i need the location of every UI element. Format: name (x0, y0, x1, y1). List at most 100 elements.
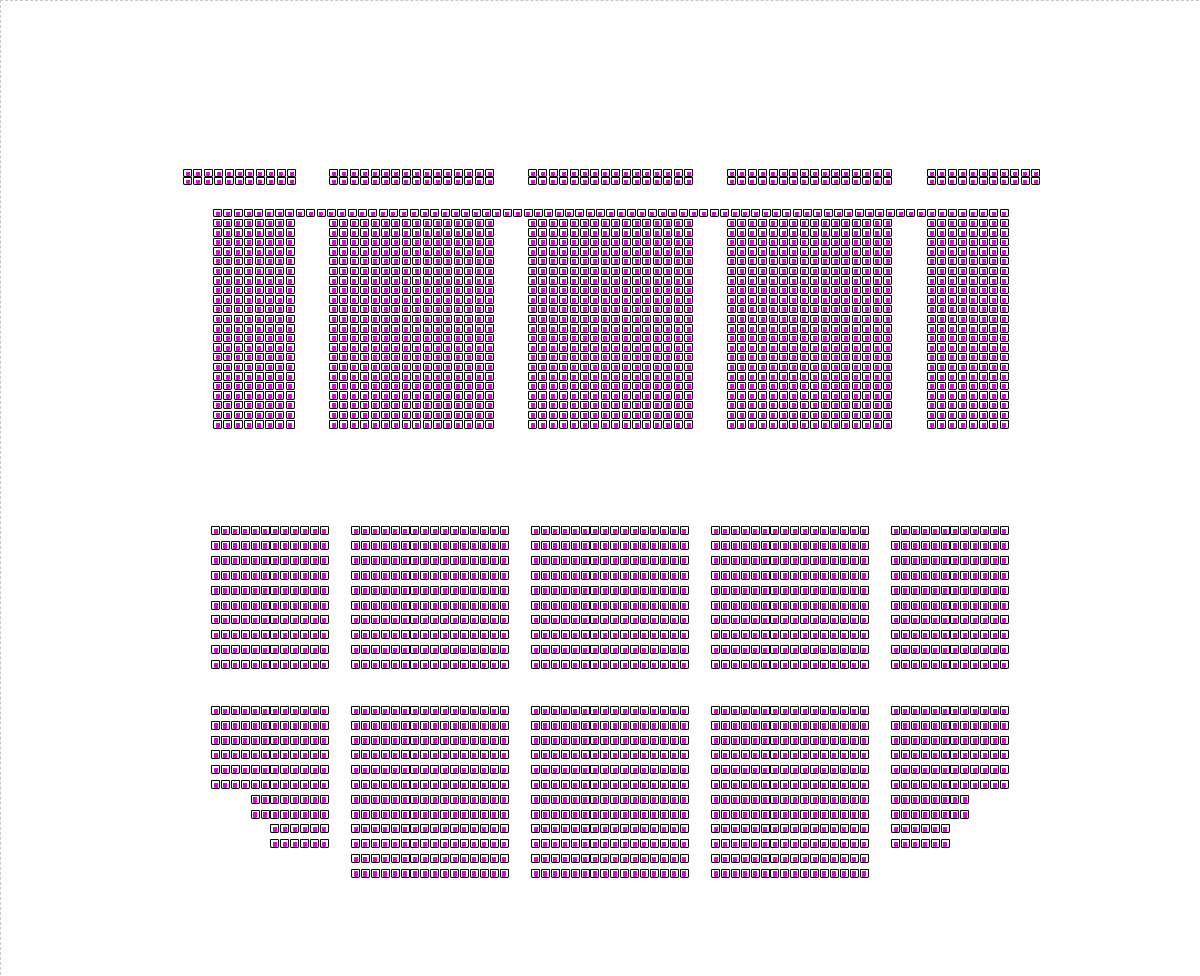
theater-seat-icon[interactable] (489, 809, 499, 819)
theater-seat-icon[interactable] (737, 228, 747, 237)
theater-seat-icon[interactable] (550, 854, 560, 863)
theater-seat-icon[interactable] (851, 314, 861, 323)
theater-seat-icon[interactable] (737, 324, 747, 333)
theater-seat-icon[interactable] (737, 169, 747, 177)
theater-seat-icon[interactable] (183, 169, 192, 177)
theater-seat-icon[interactable] (968, 256, 978, 266)
theater-seat-icon[interactable] (669, 540, 679, 550)
theater-seat-icon[interactable] (401, 228, 411, 237)
theater-seat-icon[interactable] (474, 276, 484, 285)
theater-seat-icon[interactable] (450, 794, 459, 804)
theater-seat-icon[interactable] (730, 585, 740, 595)
theater-seat-icon[interactable] (276, 177, 286, 185)
theater-seat-icon[interactable] (600, 237, 610, 247)
theater-seat-icon[interactable] (999, 218, 1009, 227)
theater-seat-icon[interactable] (960, 645, 970, 655)
theater-seat-icon[interactable] (659, 809, 669, 819)
theater-seat-icon[interactable] (659, 706, 669, 715)
theater-seat-icon[interactable] (351, 794, 360, 804)
theater-seat-icon[interactable] (820, 266, 830, 275)
theater-seat-icon[interactable] (851, 177, 861, 185)
theater-seat-icon[interactable] (999, 362, 1009, 371)
theater-seat-icon[interactable] (485, 400, 494, 410)
theater-seat-icon[interactable] (240, 765, 250, 775)
theater-seat-icon[interactable] (940, 645, 950, 655)
theater-seat-icon[interactable] (829, 765, 839, 775)
theater-seat-icon[interactable] (750, 824, 760, 834)
theater-seat-icon[interactable] (339, 324, 349, 333)
theater-seat-icon[interactable] (642, 304, 652, 314)
theater-seat-icon[interactable] (790, 630, 800, 640)
theater-seat-icon[interactable] (621, 343, 631, 352)
theater-seat-icon[interactable] (380, 824, 390, 834)
theater-seat-icon[interactable] (770, 839, 780, 849)
theater-seat-icon[interactable] (839, 868, 849, 878)
theater-seat-icon[interactable] (310, 824, 319, 834)
theater-seat-icon[interactable] (649, 630, 659, 640)
theater-seat-icon[interactable] (391, 247, 401, 256)
theater-seat-icon[interactable] (213, 324, 222, 333)
theater-seat-icon[interactable] (349, 177, 359, 185)
theater-seat-icon[interactable] (711, 645, 720, 655)
theater-seat-icon[interactable] (459, 660, 469, 670)
theater-seat-icon[interactable] (420, 570, 430, 580)
theater-seat-icon[interactable] (381, 276, 390, 285)
theater-seat-icon[interactable] (620, 600, 630, 610)
theater-seat-icon[interactable] (370, 314, 380, 323)
theater-seat-icon[interactable] (479, 706, 489, 715)
theater-seat-icon[interactable] (469, 615, 479, 625)
theater-seat-icon[interactable] (673, 169, 683, 177)
theater-seat-icon[interactable] (859, 660, 869, 670)
theater-seat-icon[interactable] (1010, 169, 1020, 177)
theater-seat-icon[interactable] (684, 304, 693, 314)
theater-seat-icon[interactable] (600, 266, 610, 275)
theater-seat-icon[interactable] (381, 333, 390, 343)
theater-seat-icon[interactable] (768, 218, 778, 227)
theater-seat-icon[interactable] (800, 630, 810, 640)
theater-seat-icon[interactable] (883, 372, 892, 381)
theater-seat-icon[interactable] (560, 824, 570, 834)
theater-seat-icon[interactable] (401, 218, 411, 227)
theater-seat-icon[interactable] (433, 352, 442, 362)
theater-seat-icon[interactable] (937, 237, 947, 247)
theater-seat-icon[interactable] (471, 209, 481, 217)
theater-seat-icon[interactable] (275, 247, 285, 256)
theater-seat-icon[interactable] (950, 570, 960, 580)
theater-seat-icon[interactable] (443, 169, 453, 177)
theater-seat-icon[interactable] (632, 237, 641, 247)
theater-seat-icon[interactable] (980, 780, 990, 789)
theater-seat-icon[interactable] (528, 381, 537, 391)
theater-seat-icon[interactable] (240, 735, 250, 745)
theater-seat-icon[interactable] (639, 555, 649, 565)
theater-seat-icon[interactable] (260, 750, 270, 760)
theater-seat-icon[interactable] (841, 333, 851, 343)
theater-seat-icon[interactable] (391, 256, 401, 266)
theater-seat-icon[interactable] (559, 247, 569, 256)
theater-seat-icon[interactable] (810, 765, 819, 775)
theater-seat-icon[interactable] (652, 285, 662, 295)
theater-seat-icon[interactable] (285, 256, 295, 266)
theater-seat-icon[interactable] (265, 256, 274, 266)
theater-seat-icon[interactable] (410, 570, 420, 580)
theater-seat-icon[interactable] (275, 285, 285, 295)
theater-seat-icon[interactable] (610, 720, 620, 730)
theater-seat-icon[interactable] (727, 410, 736, 419)
theater-seat-icon[interactable] (453, 372, 463, 381)
theater-seat-icon[interactable] (351, 765, 360, 775)
theater-seat-icon[interactable] (459, 570, 469, 580)
theater-seat-icon[interactable] (459, 824, 469, 834)
theater-seat-icon[interactable] (290, 706, 300, 715)
theater-seat-icon[interactable] (240, 780, 250, 789)
theater-seat-icon[interactable] (412, 420, 422, 429)
theater-seat-icon[interactable] (329, 343, 338, 352)
theater-seat-icon[interactable] (663, 343, 673, 352)
theater-seat-icon[interactable] (538, 237, 548, 247)
theater-seat-icon[interactable] (632, 391, 641, 400)
theater-seat-icon[interactable] (900, 780, 910, 789)
theater-seat-icon[interactable] (910, 809, 920, 819)
theater-seat-icon[interactable] (548, 285, 558, 295)
theater-seat-icon[interactable] (400, 780, 410, 789)
theater-seat-icon[interactable] (319, 585, 329, 595)
theater-seat-icon[interactable] (270, 765, 280, 775)
theater-seat-icon[interactable] (244, 247, 254, 256)
